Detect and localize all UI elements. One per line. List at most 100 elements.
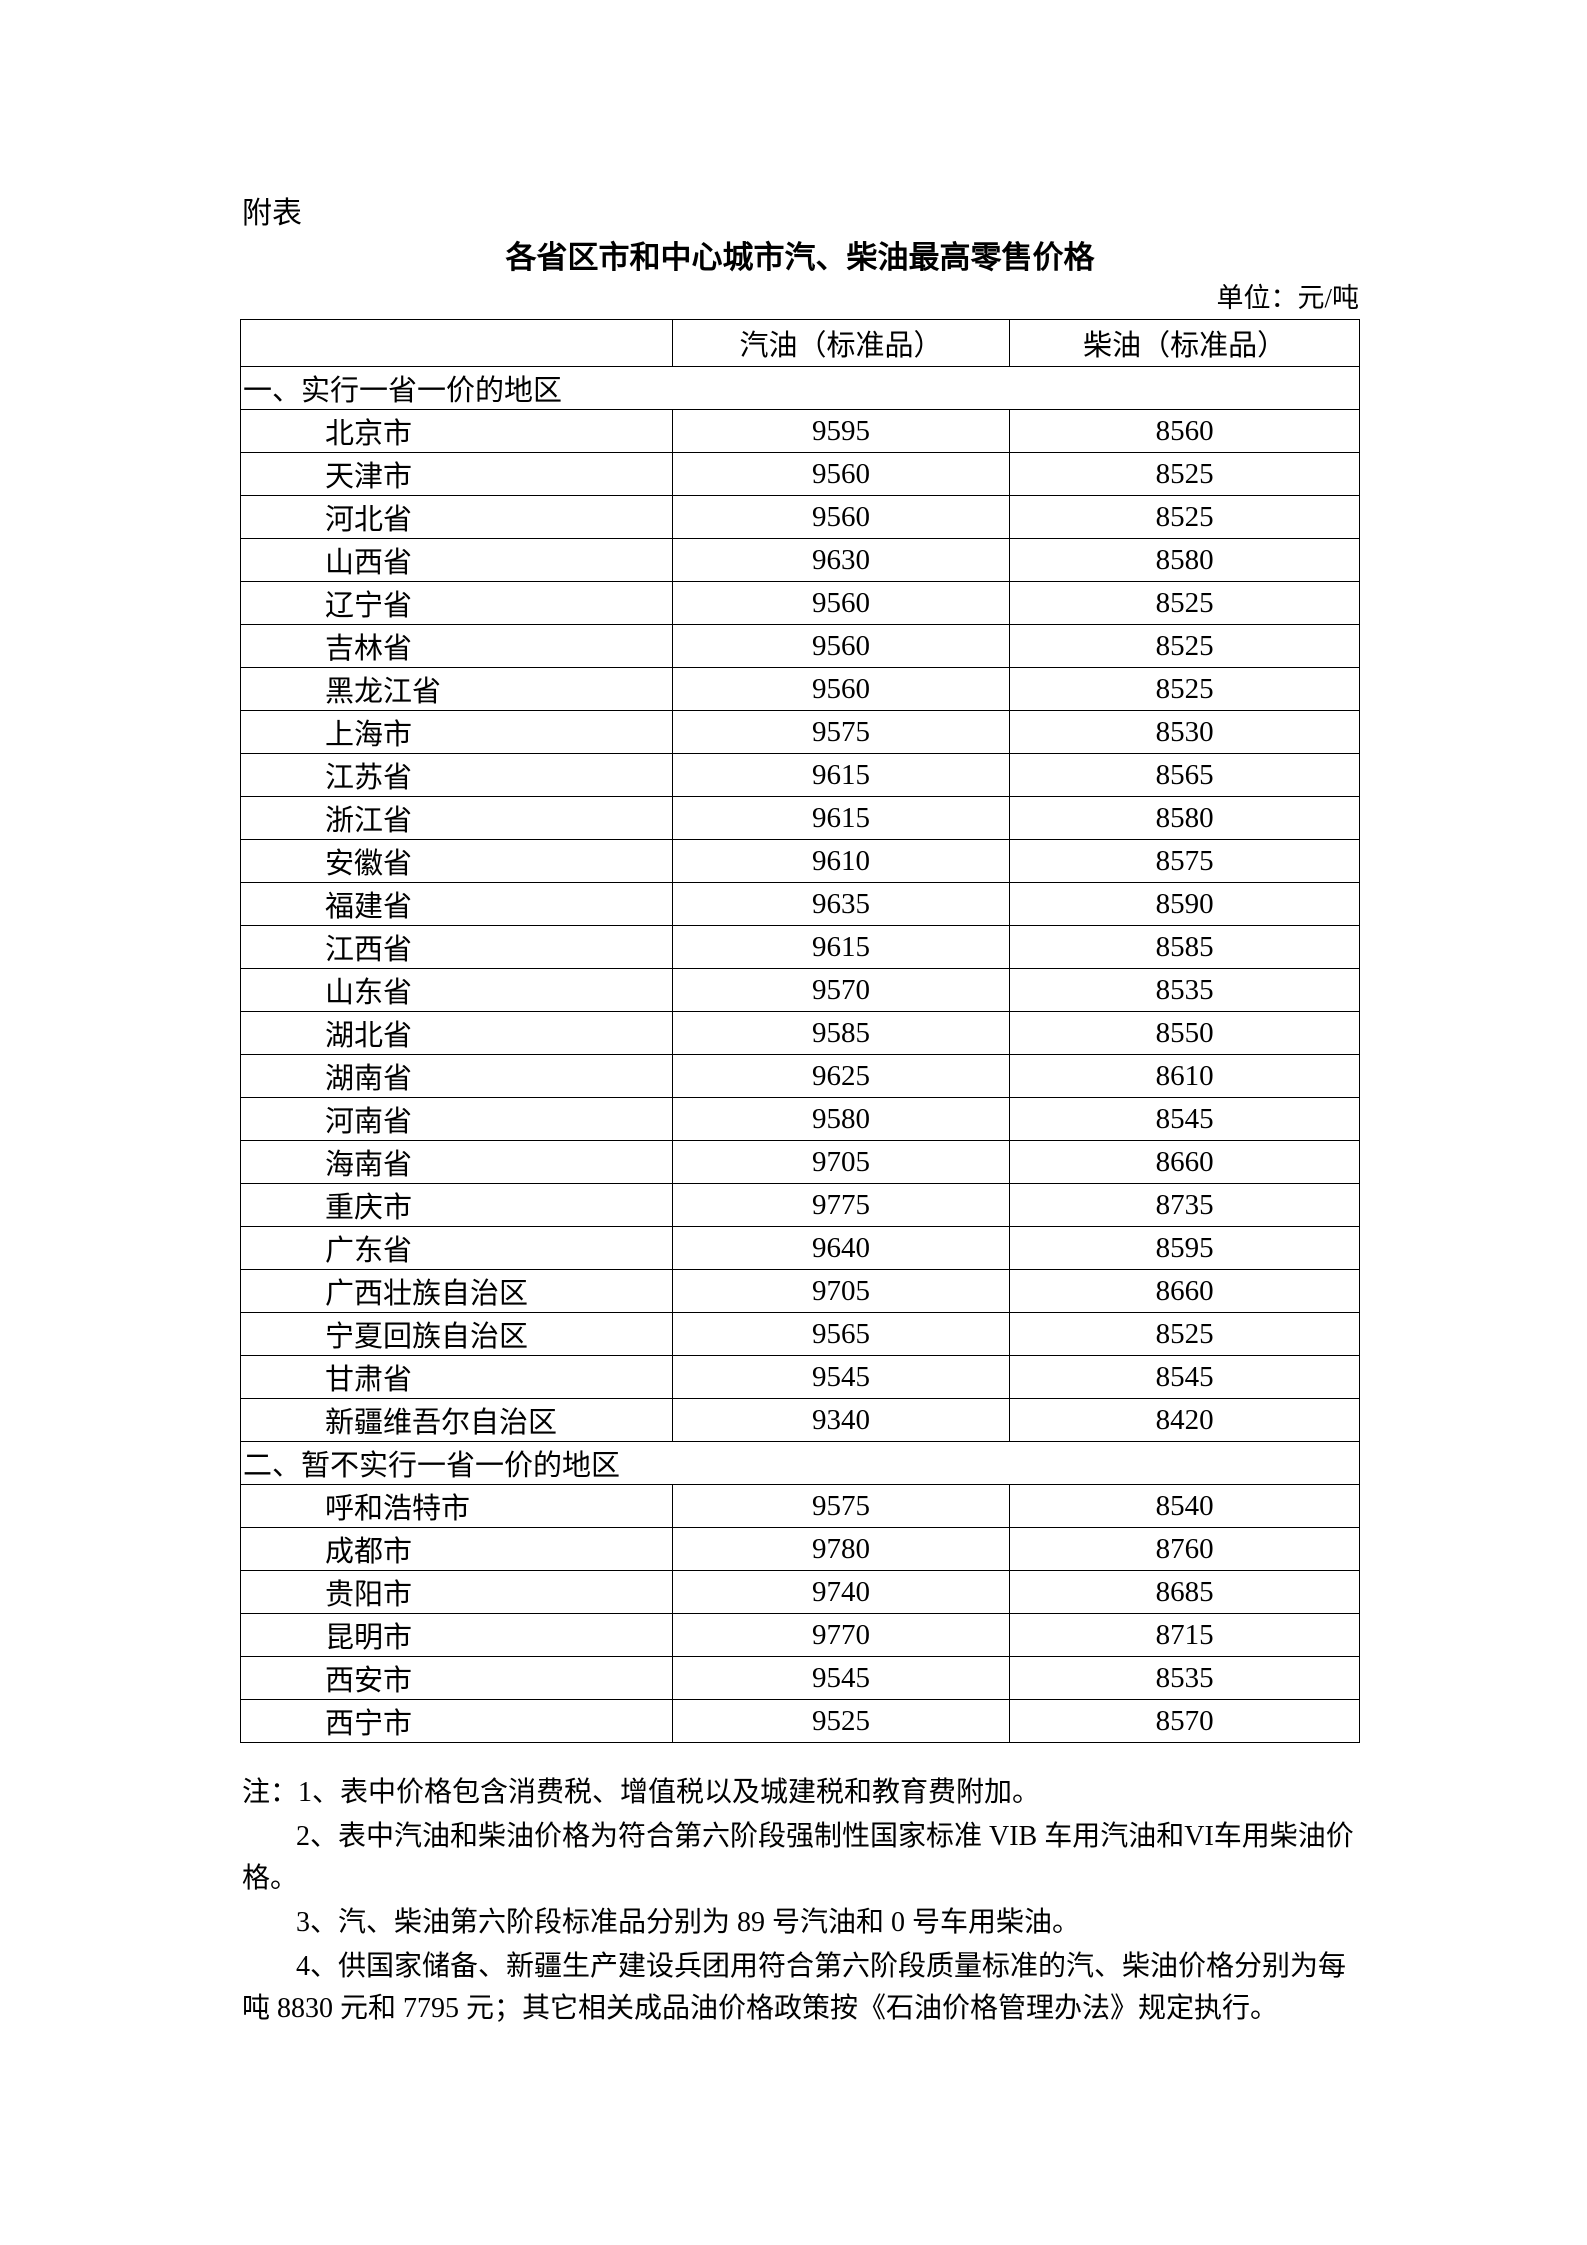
diesel-price: 8565 xyxy=(1009,753,1360,797)
table-row: 海南省 9705 8660 xyxy=(240,1140,1360,1184)
table-row: 宁夏回族自治区 9565 8525 xyxy=(240,1312,1360,1356)
region-name: 重庆市 xyxy=(240,1183,673,1227)
region-name: 天津市 xyxy=(240,452,673,496)
diesel-price: 8580 xyxy=(1009,538,1360,582)
gasoline-price: 9560 xyxy=(671,624,1011,668)
region-name: 广东省 xyxy=(240,1226,673,1270)
region-name: 海南省 xyxy=(240,1140,673,1184)
gasoline-price: 9565 xyxy=(671,1312,1011,1356)
note-2: 2、表中汽油和柴油价格为符合第六阶段强制性国家标准 VIB 车用汽油和VI车用柴… xyxy=(242,1821,1354,1894)
gasoline-price: 9780 xyxy=(671,1527,1011,1571)
region-name: 山西省 xyxy=(240,538,673,582)
region-name: 吉林省 xyxy=(240,624,673,668)
diesel-price: 8570 xyxy=(1009,1699,1360,1743)
table-row: 广西壮族自治区 9705 8660 xyxy=(240,1269,1360,1313)
region-name: 呼和浩特市 xyxy=(240,1484,673,1528)
region-name: 上海市 xyxy=(240,710,673,754)
region-name: 江西省 xyxy=(240,925,673,969)
gasoline-price: 9705 xyxy=(671,1140,1011,1184)
gasoline-price: 9775 xyxy=(671,1183,1011,1227)
table-row: 昆明市 9770 8715 xyxy=(240,1613,1360,1657)
table-row: 辽宁省 9560 8525 xyxy=(240,581,1360,625)
document-title: 各省区市和中心城市汽、柴油最高零售价格 xyxy=(505,240,1095,276)
table-row: 浙江省 9615 8580 xyxy=(240,796,1360,840)
note-1: 注：1、表中价格包含消费税、增值税以及城建税和教育费附加。 xyxy=(242,1777,1041,1808)
region-name: 新疆维吾尔自治区 xyxy=(240,1398,673,1442)
gasoline-price: 9615 xyxy=(671,753,1011,797)
diesel-price: 8585 xyxy=(1009,925,1360,969)
header-region xyxy=(240,319,673,367)
gasoline-price: 9640 xyxy=(671,1226,1011,1270)
region-name: 北京市 xyxy=(240,409,673,453)
table-row: 福建省 9635 8590 xyxy=(240,882,1360,926)
region-name: 贵阳市 xyxy=(240,1570,673,1614)
gasoline-price: 9560 xyxy=(671,452,1011,496)
diesel-price: 8550 xyxy=(1009,1011,1360,1055)
table-row: 山西省 9630 8580 xyxy=(240,538,1360,582)
table-row: 安徽省 9610 8575 xyxy=(240,839,1360,883)
diesel-price: 8525 xyxy=(1009,452,1360,496)
gasoline-price: 9595 xyxy=(671,409,1011,453)
gasoline-price: 9560 xyxy=(671,667,1011,711)
table-row: 呼和浩特市 9575 8540 xyxy=(240,1484,1360,1528)
section-row: 一、实行一省一价的地区 xyxy=(240,366,1360,410)
table-row: 北京市 9595 8560 xyxy=(240,409,1360,453)
diesel-price: 8660 xyxy=(1009,1269,1360,1313)
region-name: 成都市 xyxy=(240,1527,673,1571)
region-name: 山东省 xyxy=(240,968,673,1012)
table-row: 重庆市 9775 8735 xyxy=(240,1183,1360,1227)
diesel-price: 8525 xyxy=(1009,667,1360,711)
gasoline-price: 9770 xyxy=(671,1613,1011,1657)
table-row: 天津市 9560 8525 xyxy=(240,452,1360,496)
region-name: 湖南省 xyxy=(240,1054,673,1098)
diesel-price: 8525 xyxy=(1009,1312,1360,1356)
gasoline-price: 9580 xyxy=(671,1097,1011,1141)
diesel-price: 8535 xyxy=(1009,1656,1360,1700)
region-name: 安徽省 xyxy=(240,839,673,883)
table-row: 河北省 9560 8525 xyxy=(240,495,1360,539)
diesel-price: 8580 xyxy=(1009,796,1360,840)
diesel-price: 8540 xyxy=(1009,1484,1360,1528)
diesel-price: 8525 xyxy=(1009,581,1360,625)
gasoline-price: 9635 xyxy=(671,882,1011,926)
diesel-price: 8715 xyxy=(1009,1613,1360,1657)
note-3: 3、汽、柴油第六阶段标准品分别为 89 号汽油和 0 号车用柴油。 xyxy=(296,1907,1081,1938)
header-diesel: 柴油（标准品） xyxy=(1009,319,1360,367)
table-row: 西宁市 9525 8570 xyxy=(240,1699,1360,1743)
table-row: 湖北省 9585 8550 xyxy=(240,1011,1360,1055)
price-table: 汽油（标准品） 柴油（标准品） 一、实行一省一价的地区 北京市 9595 8560 天津… xyxy=(240,319,1360,1743)
gasoline-price: 9740 xyxy=(671,1570,1011,1614)
gasoline-price: 9625 xyxy=(671,1054,1011,1098)
gasoline-price: 9615 xyxy=(671,925,1011,969)
diesel-price: 8545 xyxy=(1009,1097,1360,1141)
table-row: 山东省 9570 8535 xyxy=(240,968,1360,1012)
diesel-price: 8560 xyxy=(1009,409,1360,453)
gasoline-price: 9705 xyxy=(671,1269,1011,1313)
table-row: 广东省 9640 8595 xyxy=(240,1226,1360,1270)
gasoline-price: 9575 xyxy=(671,710,1011,754)
table-row: 黑龙江省 9560 8525 xyxy=(240,667,1360,711)
gasoline-price: 9545 xyxy=(671,1656,1011,1700)
region-name: 甘肃省 xyxy=(240,1355,673,1399)
gasoline-price: 9575 xyxy=(671,1484,1011,1528)
diesel-price: 8535 xyxy=(1009,968,1360,1012)
table-row: 甘肃省 9545 8545 xyxy=(240,1355,1360,1399)
region-name: 昆明市 xyxy=(240,1613,673,1657)
table-row: 湖南省 9625 8610 xyxy=(240,1054,1360,1098)
note-4: 4、供国家储备、新疆生产建设兵团用符合第六阶段质量标准的汽、柴油价格分别为每吨 … xyxy=(242,1951,1347,2024)
diesel-price: 8530 xyxy=(1009,710,1360,754)
notes: 注：1、表中价格包含消费税、增值税以及城建税和教育费附加。 2、表中汽油和柴油价… xyxy=(242,1772,1360,2032)
gasoline-price: 9615 xyxy=(671,796,1011,840)
gasoline-price: 9545 xyxy=(671,1355,1011,1399)
appendix-label: 附表 xyxy=(242,197,302,230)
section-label: 一、实行一省一价的地区 xyxy=(240,366,1360,410)
region-name: 江苏省 xyxy=(240,753,673,797)
table-row: 贵阳市 9740 8685 xyxy=(240,1570,1360,1614)
region-name: 福建省 xyxy=(240,882,673,926)
region-name: 广西壮族自治区 xyxy=(240,1269,673,1313)
region-name: 河北省 xyxy=(240,495,673,539)
diesel-price: 8545 xyxy=(1009,1355,1360,1399)
gasoline-price: 9525 xyxy=(671,1699,1011,1743)
diesel-price: 8420 xyxy=(1009,1398,1360,1442)
diesel-price: 8525 xyxy=(1009,495,1360,539)
